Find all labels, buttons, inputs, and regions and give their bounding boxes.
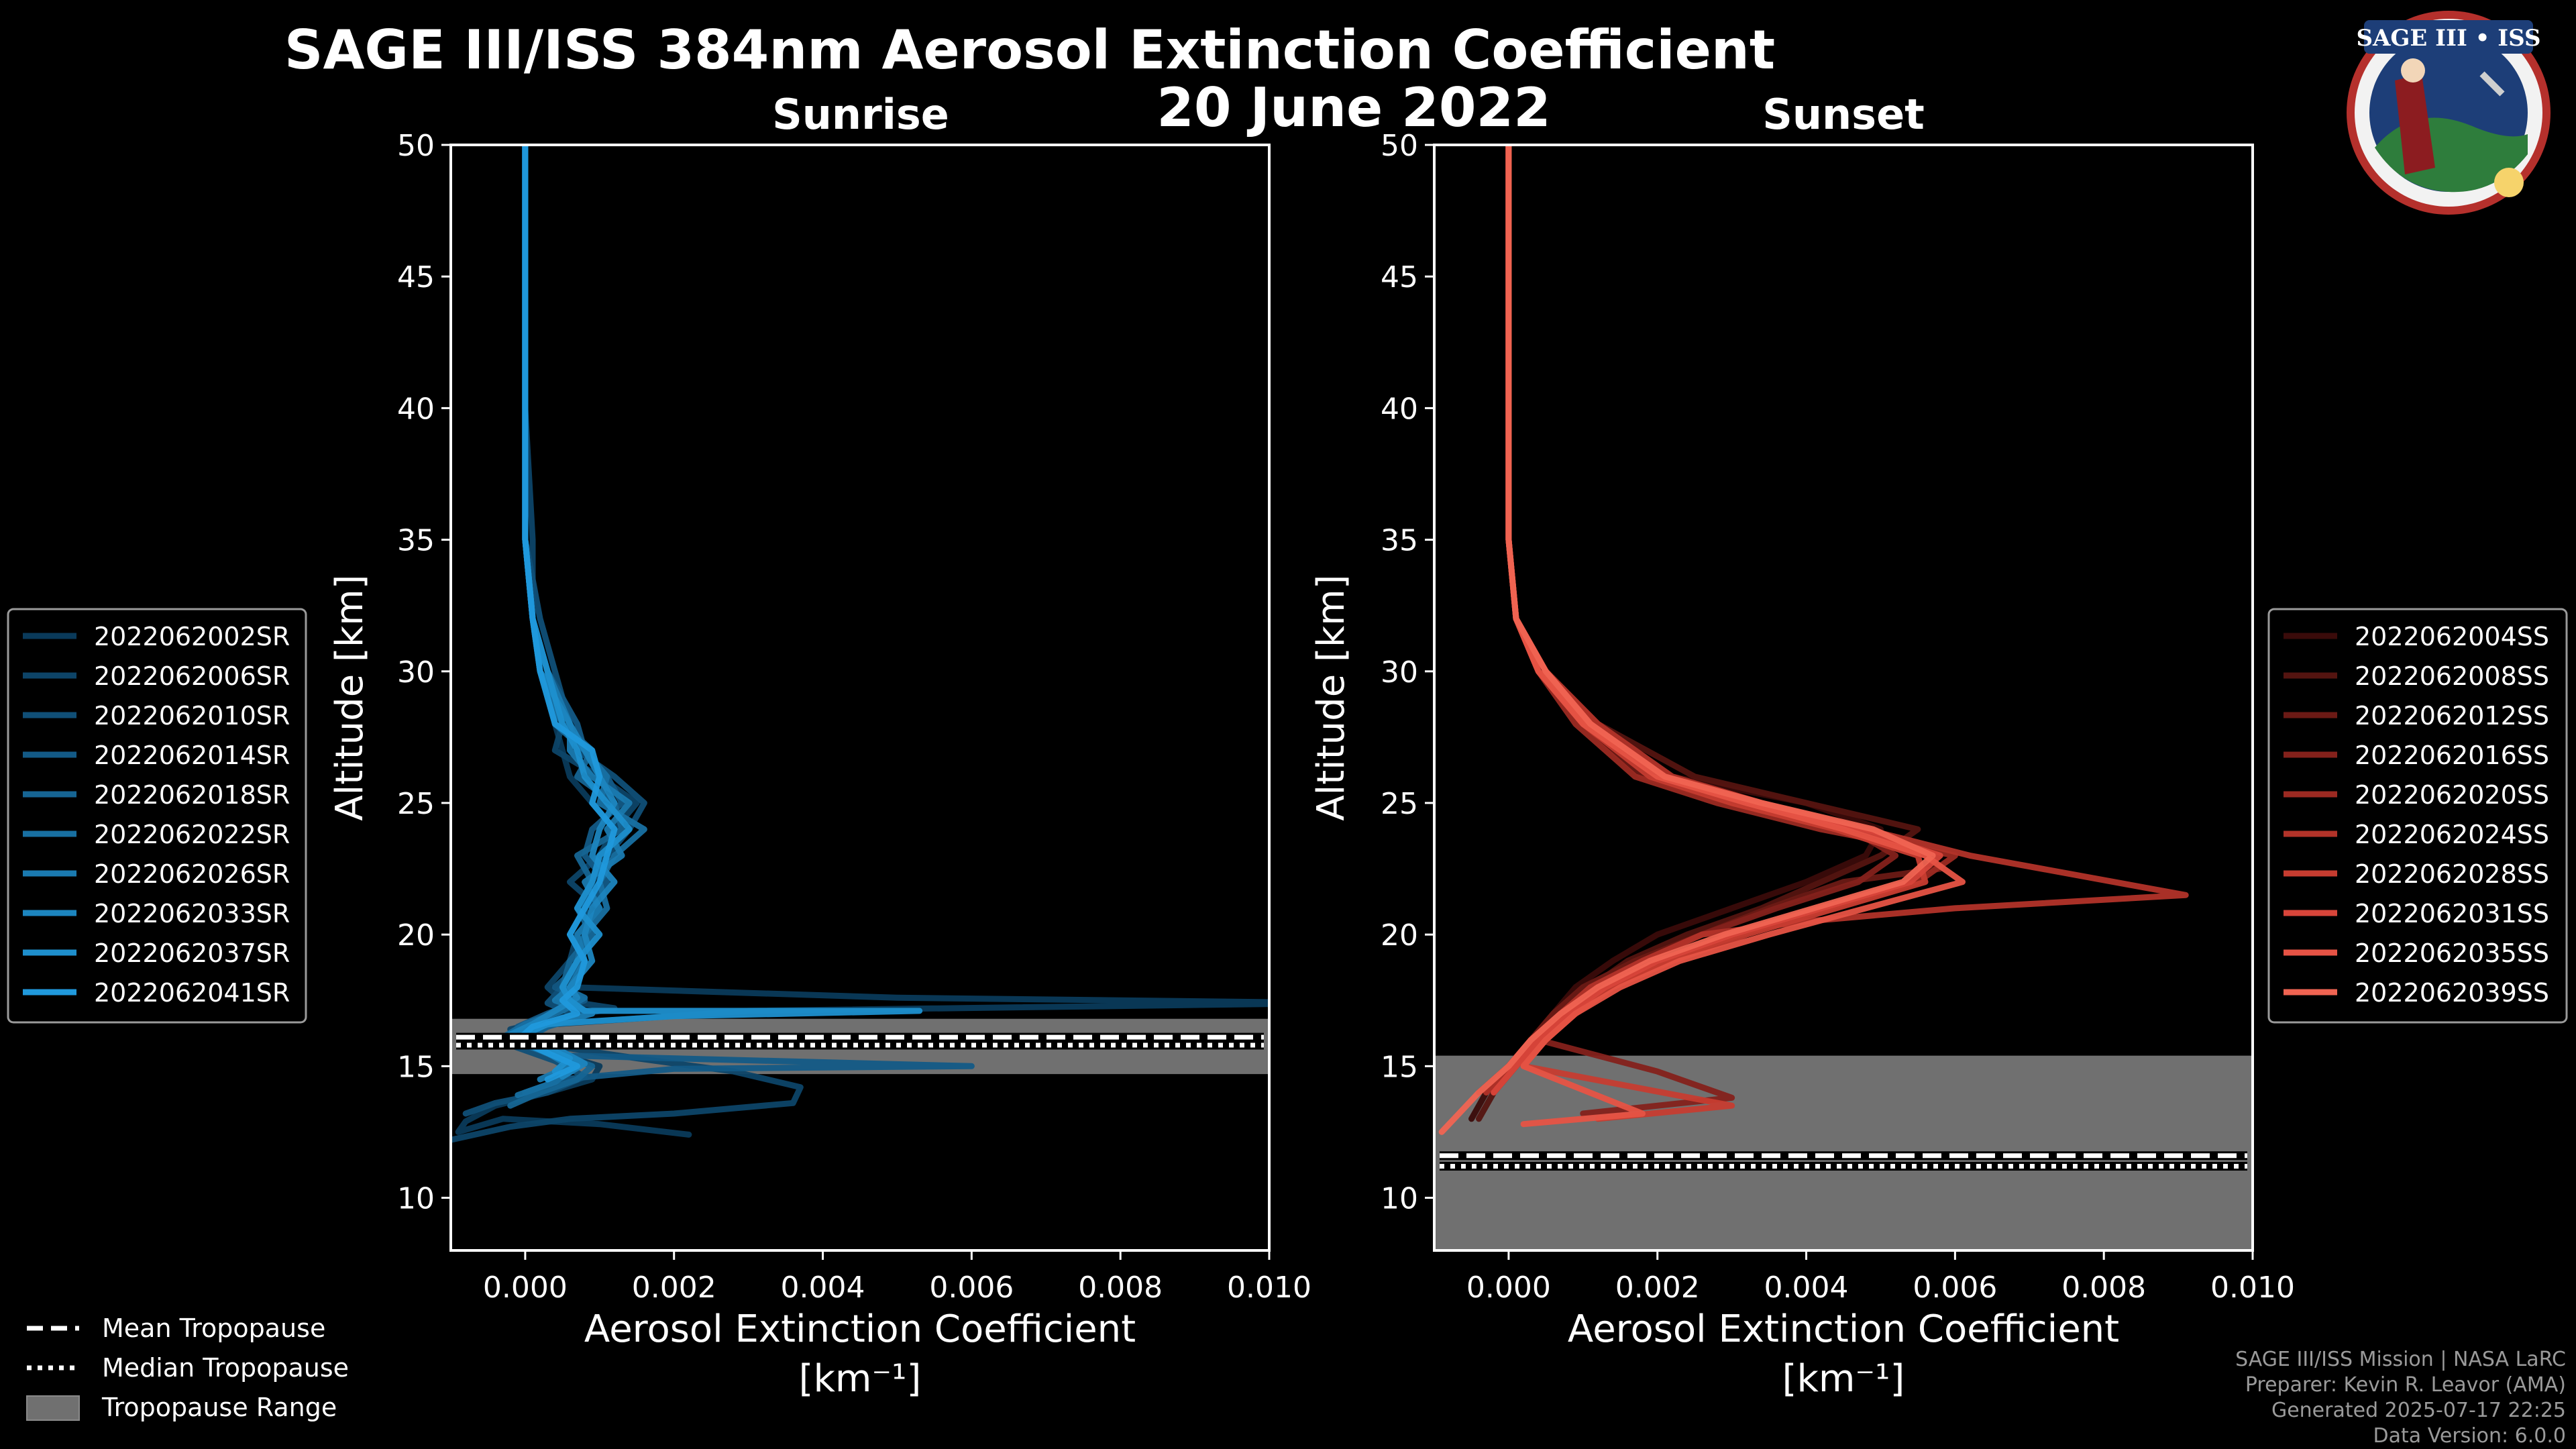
mean-tropopause-label: Mean Tropopause <box>102 1313 325 1343</box>
sunrise-ytick-label: 25 <box>397 787 435 821</box>
sunset-ytick-label: 10 <box>1381 1182 1418 1216</box>
logo-banner <box>2364 20 2533 54</box>
logo-figure-head <box>2401 58 2425 83</box>
sunset-ytick-label: 15 <box>1381 1050 1418 1084</box>
sunset-xtick-label: 0.010 <box>2210 1271 2295 1305</box>
sunrise-legend-label: 2022062037SR <box>94 938 290 968</box>
sunset-legend-label: 2022062031SS <box>2355 899 2549 928</box>
tropopause-range-label: Tropopause Range <box>101 1393 337 1422</box>
sunrise-legend-label: 2022062014SR <box>94 741 290 770</box>
tropopause-range-swatch <box>26 1395 80 1421</box>
sunset-panel-title: Sunset <box>1762 90 1925 139</box>
credits-line2: Preparer: Kevin R. Leavor (AMA) <box>2245 1373 2566 1397</box>
sunset-series-line-2022062039SS <box>1438 145 1936 1135</box>
sunrise-legend-frame <box>7 608 307 1024</box>
sunset-legend-label: 2022062004SS <box>2355 622 2549 651</box>
logo-text: SAGE III • ISS <box>2356 25 2540 52</box>
sunset-ytick-label: 20 <box>1381 918 1418 953</box>
credits-line1: SAGE III/ISS Mission | NASA LaRC <box>2235 1348 2566 1371</box>
sunset-ytick-label: 50 <box>1381 129 1418 163</box>
sunset-legend-label: 2022062008SS <box>2355 661 2549 691</box>
sunrise-ytick-label: 45 <box>397 260 435 294</box>
sunset-legend-label: 2022062012SS <box>2355 701 2549 731</box>
sunset-xtick-label: 0.008 <box>2061 1271 2146 1305</box>
sunrise-legend-label: 2022062022SR <box>94 820 290 849</box>
sunrise-legend-label: 2022062010SR <box>94 701 290 731</box>
sunrise-panel-title: Sunrise <box>772 90 949 139</box>
sunset-legend-frame <box>2267 608 2568 1024</box>
sunset-ytick-label: 25 <box>1381 787 1418 821</box>
credits-line4: Data Version: 6.0.0 <box>2373 1424 2566 1448</box>
sunrise-legend-label: 2022062026SR <box>94 859 290 889</box>
sunrise-legend-label: 2022062033SR <box>94 899 290 928</box>
sunset-legend-label: 2022062028SS <box>2355 859 2549 889</box>
sunset-legend-label: 2022062039SS <box>2355 978 2549 1008</box>
tropopause-legend: Mean Tropopause Median Tropopause Tropop… <box>26 1313 349 1422</box>
median-tropopause-label: Median Tropopause <box>102 1353 349 1383</box>
sunrise-ytick-label: 35 <box>397 524 435 558</box>
credits: SAGE III/ISS Mission | NASA LaRC Prepare… <box>2235 1348 2566 1448</box>
sage-iii-iss-logo: SAGE III • ISS <box>2347 11 2551 215</box>
sunrise-ytick-label: 50 <box>397 129 435 163</box>
sunrise-ylabel: Altitude [km] <box>328 574 372 820</box>
sunset-ylabel: Altitude [km] <box>1309 574 1353 820</box>
sunset-xtick-label: 0.006 <box>1913 1271 1997 1305</box>
sunset-ytick-label: 35 <box>1381 524 1418 558</box>
sunrise-xtick-label: 0.006 <box>929 1271 1014 1305</box>
sunrise-legend-label: 2022062006SR <box>94 661 290 691</box>
sunset-xlabel-units: [km⁻¹] <box>1782 1357 1905 1401</box>
sunrise-plot: 10 15 20 25 30 35 40 45 50 0.000 0.002 0.004 0.006 0.… <box>328 129 1311 1401</box>
sunset-plot-area <box>1434 145 2253 1250</box>
sunrise-ytick-label: 20 <box>397 918 435 953</box>
sunset-legend-label: 2022062020SS <box>2355 780 2549 810</box>
sunrise-legend-label: 2022062018SR <box>94 780 290 810</box>
logo-sun <box>2494 168 2524 197</box>
sunrise-ytick-label: 10 <box>397 1182 435 1216</box>
sunrise-series-line-2022062041SR <box>515 145 618 1083</box>
sunrise-axes-frame <box>449 144 1271 1252</box>
logo-space-station <box>2479 71 2505 97</box>
sunrise-xtick-label: 0.004 <box>781 1271 865 1305</box>
sunrise-xtick-label: 0.000 <box>483 1271 568 1305</box>
sunset-legend-label: 2022062024SS <box>2355 820 2549 849</box>
sunrise-ytick-label: 40 <box>397 392 435 426</box>
sunrise-ytick-label: 30 <box>397 655 435 690</box>
sunset-xtick-label: 0.002 <box>1615 1271 1700 1305</box>
sunset-ytick-label: 30 <box>1381 655 1418 690</box>
logo-figure <box>2395 74 2435 174</box>
sunrise-ytick-label: 15 <box>397 1050 435 1084</box>
sunrise-xtick-label: 0.002 <box>632 1271 716 1305</box>
credits-line3: Generated 2025-07-17 22:25 <box>2271 1399 2566 1422</box>
sunset-xlabel: Aerosol Extinction Coefficient <box>1568 1307 2119 1351</box>
sunset-ytick-label: 45 <box>1381 260 1418 294</box>
sunset-xtick-label: 0.000 <box>1466 1271 1551 1305</box>
sunrise-xtick-label: 0.008 <box>1078 1271 1163 1305</box>
sunrise-legend-label: 2022062041SR <box>94 978 290 1008</box>
sunset-ytick-label: 40 <box>1381 392 1418 426</box>
sunset-legend-label: 2022062035SS <box>2355 938 2549 968</box>
sunrise-xlabel-units: [km⁻¹] <box>799 1357 922 1401</box>
sunset-plot: 10 15 20 25 30 35 40 45 50 0.000 0.002 0.004 0.006 0.… <box>1309 129 2295 1401</box>
sunset-legend: 2022062004SS 2022062008SS 2022062012SS 2022… <box>2267 608 2568 1024</box>
sunset-axes-frame <box>1433 144 2254 1252</box>
sunset-xtick-label: 0.004 <box>1764 1271 1849 1305</box>
sunset-legend-label: 2022062016SS <box>2355 741 2549 770</box>
sunrise-plot-area <box>451 145 1269 1143</box>
sunrise-xlabel: Aerosol Extinction Coefficient <box>584 1307 1136 1351</box>
figure-title-line1: SAGE III/ISS 384nm Aerosol Extinction Co… <box>284 19 1775 81</box>
sunrise-series-line-2022062010SR <box>462 145 647 1117</box>
figure-title-line2: 20 June 2022 <box>1157 76 1551 139</box>
sunrise-legend-label: 2022062002SR <box>94 622 290 651</box>
sunrise-xtick-label: 0.010 <box>1227 1271 1311 1305</box>
sunrise-legend: 2022062002SR 2022062006SR 2022062010SR 2022… <box>7 608 307 1024</box>
